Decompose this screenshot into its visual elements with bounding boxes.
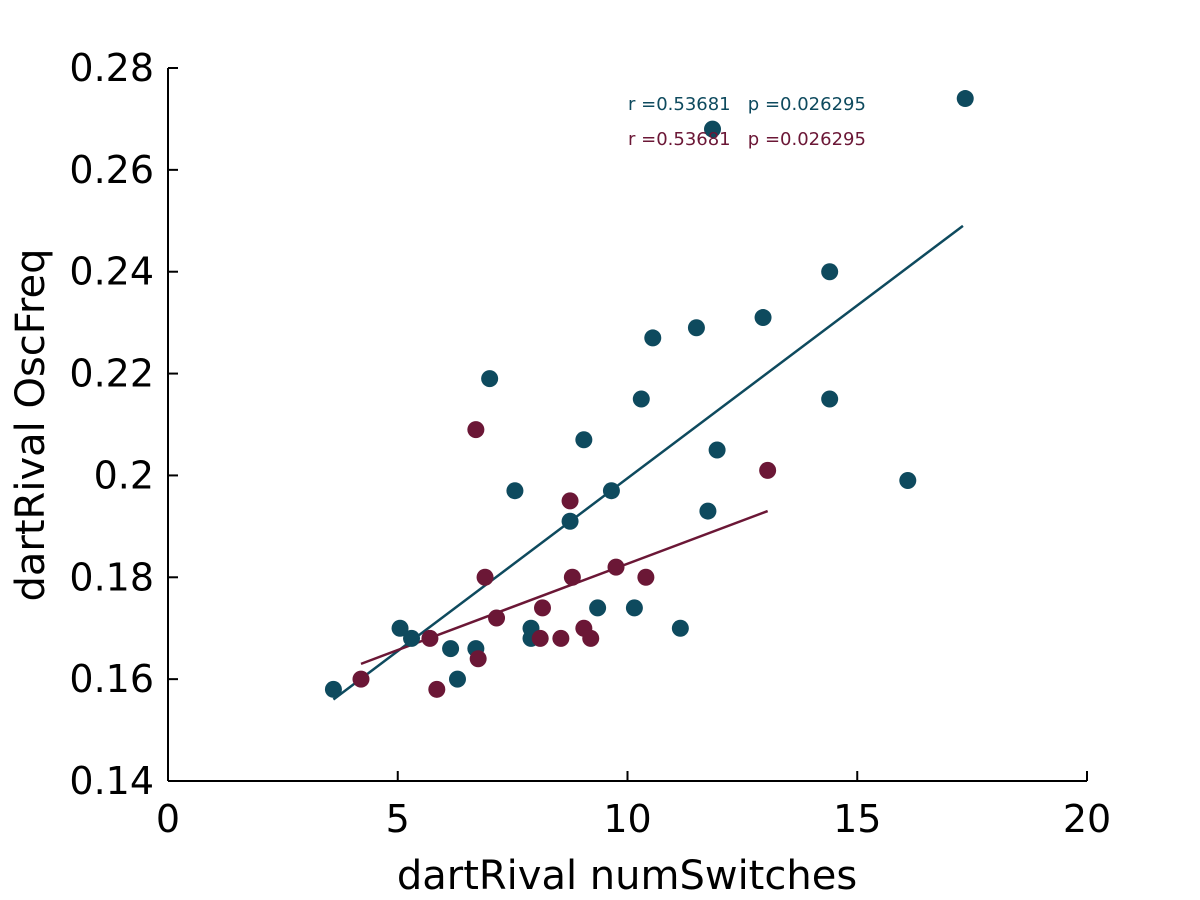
data-point-series-2 [607,558,625,576]
data-point-series-2 [561,492,579,510]
data-point-series-2 [533,599,551,617]
data-point-series-1 [561,512,579,530]
data-point-series-1 [821,390,839,408]
y-tick-label: 0.18 [69,555,154,599]
y-ticks: 0.14 0.16 0.18 0.2 0.22 0.24 0.26 0.28 [69,46,178,803]
data-point-series-1 [391,619,409,637]
data-point-series-1 [821,263,839,281]
y-tick-label: 0.14 [69,759,154,803]
data-point-series-2 [476,568,494,586]
data-point-series-2 [759,461,777,479]
x-tick-label: 20 [1063,797,1111,841]
data-point-series-1 [632,390,650,408]
data-point-series-2 [488,609,506,627]
y-tick-label: 0.22 [69,352,154,396]
data-point-series-1 [708,441,726,459]
data-point-series-1 [687,319,705,337]
data-point-series-1 [699,502,717,520]
data-point-series-2 [552,629,570,647]
y-tick-label: 0.24 [69,250,154,294]
data-point-series-2 [352,670,370,688]
data-point-series-1 [403,629,421,647]
data-point-series-1 [481,370,499,388]
data-point-series-1 [575,431,593,449]
data-point-series-1 [602,482,620,500]
y-tick-label: 0.28 [69,46,154,90]
data-point-series-1 [671,619,689,637]
data-point-series-2 [531,629,549,647]
data-point-series-1 [644,329,662,347]
data-point-series-1 [324,680,342,698]
data-point-series-1 [899,472,917,490]
x-tick-label: 0 [156,797,180,841]
y-tick-label: 0.16 [69,657,154,701]
data-point-series-1 [448,670,466,688]
fit-lines [332,224,964,701]
y-tick-label: 0.2 [94,453,154,497]
data-point-series-2 [637,568,655,586]
data-point-series-1 [625,599,643,617]
y-axis-label: dartRival OscFreq [8,249,54,602]
stat-annotations: r =0.53681 p =0.026295 r =0.53681 p =0.02… [628,94,866,150]
x-axis-label: dartRival numSwitches [397,853,857,899]
data-point-series-1 [442,640,460,658]
data-point-series-2 [467,421,485,439]
data-point-series-1 [754,309,772,327]
fit-line-series-1 [332,224,964,701]
data-point-series-2 [563,568,581,586]
data-point-series-1 [506,482,524,500]
data-points [324,90,974,698]
x-tick-label: 5 [386,797,410,841]
data-point-series-2 [428,680,446,698]
x-tick-label: 10 [603,797,651,841]
data-point-series-2 [421,629,439,647]
data-point-series-1 [589,599,607,617]
data-point-series-2 [469,650,487,668]
y-tick-label: 0.26 [69,148,154,192]
x-tick-label: 15 [833,797,881,841]
stat-annotation-2: r =0.53681 p =0.026295 [628,129,866,150]
stat-annotation-1: r =0.53681 p =0.026295 [628,94,866,115]
data-point-series-1 [704,120,722,138]
data-point-series-2 [582,629,600,647]
data-point-series-1 [956,90,974,108]
x-ticks: 0 5 10 15 20 [156,771,1111,841]
